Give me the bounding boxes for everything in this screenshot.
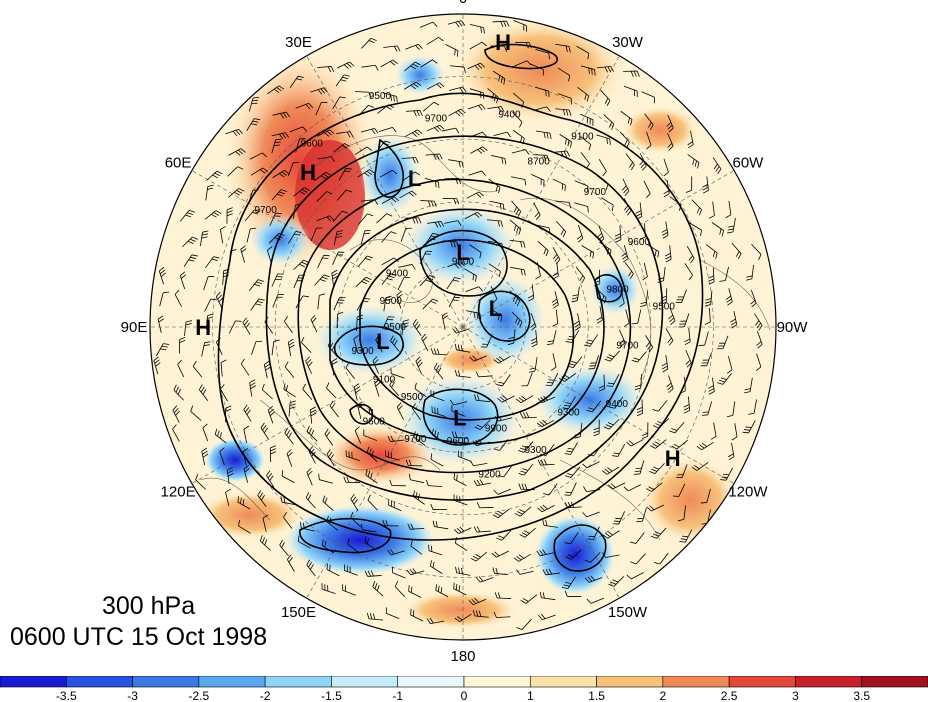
- longitude-labels: 0 30W 60W 90W 120W 150W 180 150E 120E 90E 60E 30E: [121, 0, 809, 665]
- lon-label-150e: 150E: [281, 604, 316, 621]
- low-scandinavia-marker: L: [408, 166, 421, 191]
- colorbar-swatch: [198, 676, 266, 688]
- contour-label: 9200: [478, 469, 501, 480]
- contour-label: 9400: [498, 109, 521, 120]
- colorbar-tick: 2: [660, 689, 667, 702]
- contour-label: 9500: [653, 301, 676, 312]
- graticule: [150, 14, 776, 640]
- colorbar-tick: 1.5: [588, 689, 605, 702]
- contour-label: 9400: [386, 268, 409, 279]
- colorbar-swatch: [132, 676, 200, 688]
- contour-label: 9900: [485, 423, 508, 434]
- lon-label-60w: 60W: [733, 155, 765, 172]
- colorbar-swatch: [861, 676, 928, 688]
- contour-label: 9100: [373, 374, 396, 385]
- colorbar-tick: 2.5: [721, 689, 738, 702]
- time-label: 0600 UTC 15 Oct 1998: [10, 623, 268, 651]
- low-bering-marker: L: [453, 406, 466, 431]
- contour-label: 9400: [606, 399, 629, 410]
- contour-label: 9700: [616, 341, 639, 352]
- low-siberia-marker: L: [376, 329, 389, 354]
- colorbar-swatch: [662, 676, 730, 688]
- colorbar-swatch: [65, 676, 133, 688]
- colorbar-swatch: [463, 676, 531, 688]
- contour-label: 9600: [447, 436, 470, 447]
- lon-label-30w: 30W: [612, 34, 644, 51]
- map-border: [149, 13, 777, 641]
- lon-label-0: 0: [459, 0, 467, 7]
- contour-label: 9700: [584, 187, 607, 198]
- lon-label-90e: 90E: [121, 319, 148, 336]
- colorbar-tick: -1: [392, 689, 403, 702]
- contour-labels: 9600 9600 9500 9400 9200 9100 9300 9400 9500 9700…: [255, 91, 676, 481]
- contour-label: 9600: [301, 139, 324, 150]
- colorbar-swatch: [795, 676, 863, 688]
- shading-layer: [150, 14, 776, 640]
- lon-label-90w: 90W: [777, 319, 809, 336]
- contour-label: 9300: [524, 445, 547, 456]
- lon-label-180: 180: [450, 648, 475, 665]
- contour-label: 9300: [351, 346, 374, 357]
- colorbar-tick: 3.5: [853, 689, 870, 702]
- colorbar: -3.5 -3 -2.5 -2 -1.5 -1 0 1 1.5 2 2.5 3 3.5: [0, 676, 928, 702]
- high-north-marker: H: [495, 30, 511, 55]
- contour-label: 9500: [384, 322, 407, 333]
- colorbar-swatch: [264, 676, 332, 688]
- contour-label: 9500: [369, 91, 392, 102]
- colorbar-tick: 0: [461, 689, 468, 702]
- contour-label: 9700: [255, 205, 278, 216]
- pressure-centers: H H H H L L L L L: [195, 30, 680, 471]
- colorbar-swatch: [331, 676, 399, 688]
- colorbar-swatch: [0, 676, 67, 688]
- contour-label: 9600: [452, 256, 475, 267]
- lon-label-60e: 60E: [165, 155, 192, 172]
- low-center-2-marker: L: [489, 296, 502, 321]
- contour-label: 9700: [425, 114, 448, 125]
- contour-label: 9500: [380, 296, 403, 307]
- lon-label-120e: 120E: [161, 484, 196, 501]
- contour-label: 9600: [363, 416, 386, 427]
- colorbar-swatch: [397, 676, 465, 688]
- level-label: 300 hPa: [102, 592, 196, 620]
- contour-label: 8700: [528, 157, 551, 168]
- contour-label: 9800: [606, 285, 629, 296]
- contour-label: 9300: [557, 408, 580, 419]
- colorbar-tick: 3: [792, 689, 799, 702]
- high-pacific-marker: H: [665, 446, 681, 471]
- contour-label: 9500: [401, 392, 424, 403]
- colorbar-swatch: [596, 676, 664, 688]
- colorbar-swatch: [728, 676, 796, 688]
- lon-label-30e: 30E: [285, 34, 312, 51]
- contour-label: 9100: [571, 132, 594, 143]
- low-center-1-marker: L: [456, 240, 469, 265]
- colorbar-tick: -2.5: [189, 689, 210, 702]
- height-contours: [217, 43, 704, 572]
- contour-label: 9600: [628, 237, 651, 248]
- lon-label-150w: 150W: [608, 604, 648, 621]
- colorbar-tick: -1.5: [321, 689, 342, 702]
- colorbar-tick: -3.5: [56, 689, 77, 702]
- high-asia-marker: H: [195, 315, 211, 340]
- high-eurasia-marker: H: [300, 160, 316, 185]
- colorbar-tick: -3: [127, 689, 138, 702]
- contour-label: 9700: [404, 434, 427, 445]
- colorbar-tick: 1: [527, 689, 534, 702]
- colorbar-tick: -2: [260, 689, 271, 702]
- lon-label-120w: 120W: [728, 484, 768, 501]
- colorbar-swatch: [529, 676, 597, 688]
